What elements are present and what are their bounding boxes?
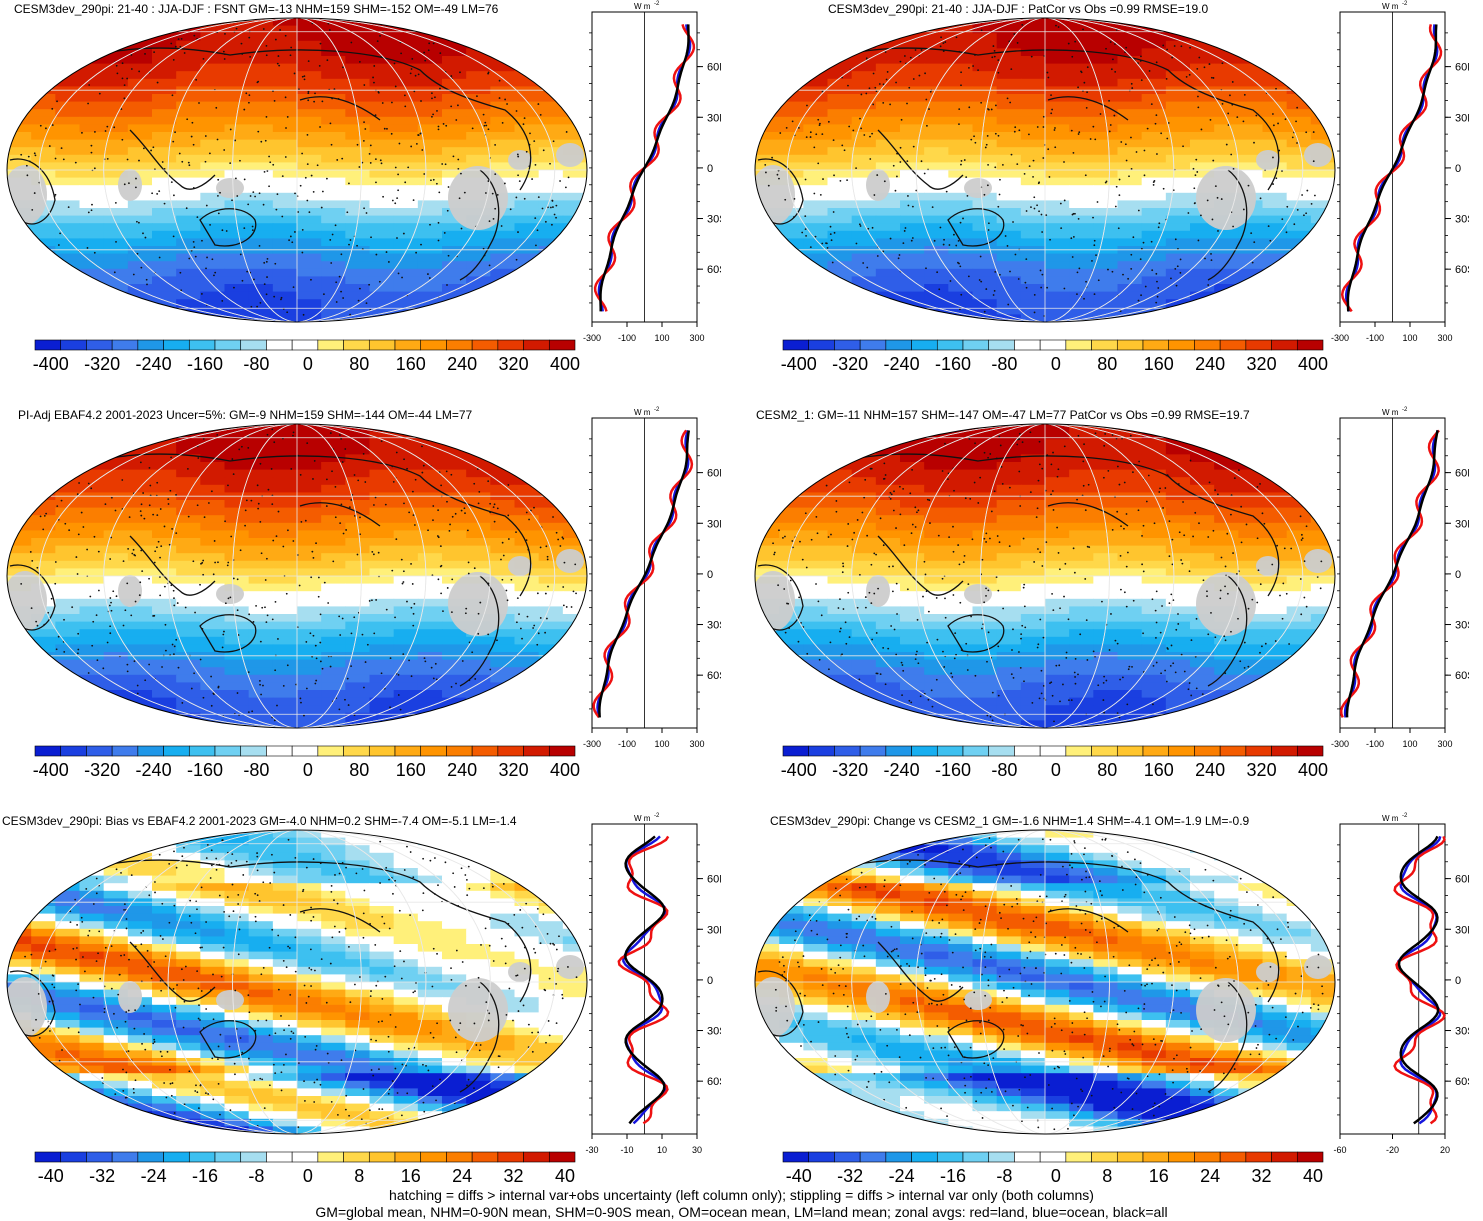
svg-text:-2: -2 [654, 1, 660, 7]
svg-text:320: 320 [499, 354, 529, 374]
svg-text:-2: -2 [654, 407, 660, 413]
svg-text:0: 0 [1455, 163, 1461, 175]
footer-line-2: GM=global mean, NHM=0-90N mean, SHM=0-90… [0, 1204, 1483, 1220]
svg-text:30N: 30N [1455, 112, 1469, 124]
svg-text:30S: 30S [707, 214, 721, 226]
svg-text:400: 400 [1298, 354, 1328, 374]
svg-text:160: 160 [1144, 354, 1174, 374]
map [748, 416, 1338, 746]
svg-text:320: 320 [1247, 354, 1277, 374]
svg-text:-300: -300 [1331, 333, 1349, 343]
svg-text:30N: 30N [707, 518, 721, 530]
svg-text:-300: -300 [583, 333, 601, 343]
svg-text:300: 300 [689, 739, 704, 749]
svg-text:W m: W m [634, 2, 651, 11]
svg-text:30N: 30N [707, 112, 721, 124]
zonal-mean-plot: W m-2 60N 30N 0 30S 60S -300 -100 100 300 [1324, 0, 1469, 345]
panel-2: CESM3dev_290pi: 21-40 : JJA-DJF : PatCor… [748, 0, 1483, 400]
svg-text:-320: -320 [832, 354, 868, 374]
map [0, 10, 590, 340]
svg-text:0: 0 [303, 760, 313, 780]
zonal-mean-plot: W m-260N30N030S60S-60-2020 [1324, 812, 1469, 1157]
svg-text:-80: -80 [243, 760, 269, 780]
colorbar: -400 -320 -240 -160 -80 0 80 160 240 320 400 [768, 744, 1328, 784]
panel-6: CESM3dev_290pi: Change vs CESM2_1 GM=-1.… [748, 812, 1483, 1212]
svg-text:0: 0 [1051, 354, 1061, 374]
svg-text:160: 160 [396, 760, 426, 780]
svg-text:30S: 30S [707, 620, 721, 632]
panel-3: PI-Adj EBAF4.2 2001-2023 Uncer=5%: GM=-9… [0, 406, 741, 806]
svg-text:0: 0 [303, 354, 313, 374]
svg-text:80: 80 [349, 354, 369, 374]
svg-text:-240: -240 [136, 760, 172, 780]
svg-text:-300: -300 [583, 739, 601, 749]
svg-text:240: 240 [447, 760, 477, 780]
svg-text:100: 100 [654, 739, 669, 749]
svg-text:-400: -400 [781, 354, 817, 374]
svg-text:60S: 60S [1455, 264, 1469, 276]
svg-text:80: 80 [1097, 354, 1117, 374]
svg-text:-320: -320 [84, 354, 120, 374]
svg-text:160: 160 [396, 354, 426, 374]
svg-text:320: 320 [499, 760, 529, 780]
svg-text:0: 0 [707, 163, 713, 175]
colorbar: -400 -320 -240 -160 -80 0 80 160 240 320 400 [20, 338, 580, 378]
svg-text:400: 400 [550, 760, 580, 780]
svg-text:100: 100 [654, 333, 669, 343]
svg-text:240: 240 [447, 354, 477, 374]
svg-text:0: 0 [707, 569, 713, 581]
svg-text:-240: -240 [136, 354, 172, 374]
svg-text:-160: -160 [187, 760, 223, 780]
zonal-mean-plot: W m-2 60N 30N 0 30S 60S -300 -100 100 300 [576, 406, 721, 751]
svg-text:300: 300 [1437, 333, 1452, 343]
map [0, 416, 590, 746]
svg-text:-100: -100 [1366, 333, 1384, 343]
svg-text:60S: 60S [707, 264, 721, 276]
svg-text:-100: -100 [618, 333, 636, 343]
zonal-mean-plot: W m-260N30N030S60S-300-100100300 [1324, 406, 1469, 751]
svg-text:30S: 30S [1455, 214, 1469, 226]
svg-text:-160: -160 [935, 354, 971, 374]
colorbar: -40 -32 -24 -16 -8 0 8 16 24 32 40 [768, 1150, 1328, 1190]
svg-text:W m: W m [634, 408, 651, 417]
svg-text:240: 240 [1195, 354, 1225, 374]
svg-text:-400: -400 [33, 354, 69, 374]
svg-text:60S: 60S [707, 670, 721, 682]
svg-text:-240: -240 [884, 354, 920, 374]
colorbar: -400 -320 -240 -160 -80 0 80 160 240 320 400 [20, 744, 580, 784]
svg-text:-80: -80 [243, 354, 269, 374]
svg-text:-100: -100 [618, 739, 636, 749]
panel-1: CESM3dev_290pi: 21-40 : JJA-DJF : FSNT G… [0, 0, 741, 400]
svg-text:100: 100 [1402, 333, 1417, 343]
svg-text:-400: -400 [33, 760, 69, 780]
panel-4: CESM2_1: GM=-11 NHM=157 SHM=-147 OM=-47 … [748, 406, 1483, 806]
map [748, 822, 1338, 1152]
svg-text:300: 300 [689, 333, 704, 343]
colorbar: -400 -320 -240 -160 -80 0 80 160 240 320 400 [768, 338, 1328, 378]
map [748, 10, 1338, 340]
svg-text:-2: -2 [1402, 1, 1408, 7]
svg-text:60N: 60N [707, 62, 721, 74]
zonal-mean-plot: W m-260N30N030S60S-30-101030 [576, 812, 721, 1157]
colorbar: -40 -32 -24 -16 -8 0 8 16 24 32 40 [20, 1150, 580, 1190]
svg-text:60N: 60N [1455, 62, 1469, 74]
panel-5: CESM3dev_290pi: Bias vs EBAF4.2 2001-202… [0, 812, 741, 1212]
svg-text:W m: W m [1382, 2, 1399, 11]
svg-text:400: 400 [550, 354, 580, 374]
map [0, 822, 590, 1152]
svg-text:80: 80 [349, 760, 369, 780]
svg-text:-80: -80 [991, 354, 1017, 374]
svg-text:60N: 60N [707, 468, 721, 480]
zonal-mean-plot: W m-2 60N 30N 0 30S 60S -300 -100 100 300 [576, 0, 721, 345]
footer-line-1: hatching = diffs > internal var+obs unce… [0, 1187, 1483, 1203]
svg-text:-320: -320 [84, 760, 120, 780]
svg-text:-160: -160 [187, 354, 223, 374]
